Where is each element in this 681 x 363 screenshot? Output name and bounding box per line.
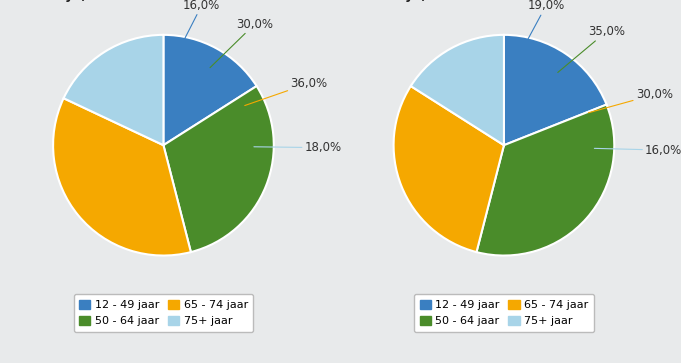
Text: 36,0%: 36,0% xyxy=(244,77,328,106)
Text: 30,0%: 30,0% xyxy=(210,18,273,68)
Wedge shape xyxy=(63,35,163,145)
Text: 35,0%: 35,0% xyxy=(558,25,625,73)
Text: Per e-fiets afgelegde kilometers naar
leeftijd, 2013: Per e-fiets afgelegde kilometers naar le… xyxy=(25,0,319,2)
Text: 16,0%: 16,0% xyxy=(595,144,681,156)
Text: Per e-fiets afgelegde kilometers naar
leeftijd, 2016: Per e-fiets afgelegde kilometers naar le… xyxy=(366,0,659,2)
Text: 30,0%: 30,0% xyxy=(588,88,673,113)
Text: 19,0%: 19,0% xyxy=(519,0,565,56)
Wedge shape xyxy=(504,35,607,145)
Text: 16,0%: 16,0% xyxy=(176,0,221,56)
Wedge shape xyxy=(163,35,257,145)
Wedge shape xyxy=(163,86,274,252)
Wedge shape xyxy=(394,86,504,252)
Wedge shape xyxy=(53,98,191,256)
Legend: 12 - 49 jaar, 50 - 64 jaar, 65 - 74 jaar, 75+ jaar: 12 - 49 jaar, 50 - 64 jaar, 65 - 74 jaar… xyxy=(74,294,253,332)
Wedge shape xyxy=(411,35,504,145)
Text: 18,0%: 18,0% xyxy=(254,141,342,154)
Wedge shape xyxy=(477,105,614,256)
Legend: 12 - 49 jaar, 50 - 64 jaar, 65 - 74 jaar, 75+ jaar: 12 - 49 jaar, 50 - 64 jaar, 65 - 74 jaar… xyxy=(414,294,594,332)
